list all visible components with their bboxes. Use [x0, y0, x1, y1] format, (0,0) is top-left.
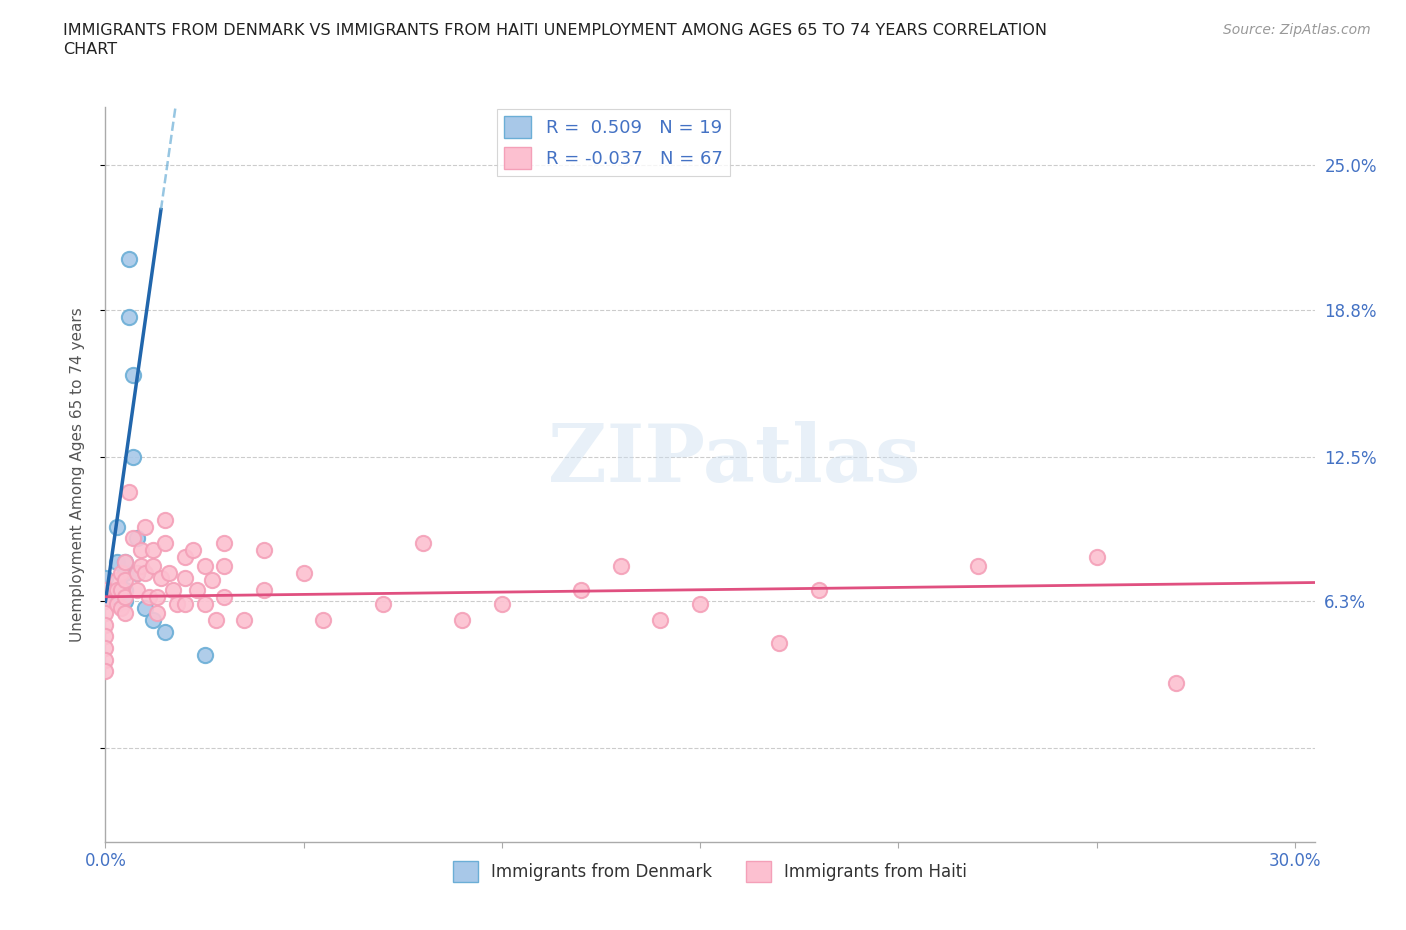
Point [114, 573, 136, 588]
Point [768, 636, 790, 651]
Point [214, 536, 236, 551]
Point [186, 582, 208, 597]
Text: Source: ZipAtlas.com: Source: ZipAtlas.com [1223, 23, 1371, 37]
Point [94, 594, 117, 609]
Point [689, 596, 711, 611]
Point [569, 582, 592, 597]
Point [1164, 675, 1187, 690]
Point [610, 559, 633, 574]
Point [118, 485, 141, 499]
Point [142, 559, 165, 574]
Point [491, 596, 513, 611]
Point [129, 559, 152, 574]
Point [94, 664, 117, 679]
Point [173, 596, 195, 611]
Point [94, 641, 117, 656]
Point [134, 601, 156, 616]
Point [142, 613, 165, 628]
Point [134, 566, 156, 581]
Point [142, 543, 165, 558]
Point [122, 531, 145, 546]
Point [110, 582, 132, 597]
Point [650, 613, 672, 628]
Point [153, 512, 176, 527]
Text: ZIPatlas: ZIPatlas [548, 420, 921, 498]
Point [201, 573, 224, 588]
Point [118, 310, 141, 325]
Point [127, 531, 149, 546]
Point [114, 566, 136, 581]
Point [173, 571, 195, 586]
Point [94, 629, 117, 644]
Point [312, 613, 335, 628]
Point [193, 559, 215, 574]
Point [94, 582, 117, 597]
Point [114, 582, 136, 597]
Point [114, 594, 136, 609]
Point [181, 543, 204, 558]
Point [253, 582, 276, 597]
Point [110, 566, 132, 581]
Point [105, 554, 128, 569]
Point [105, 590, 128, 604]
Text: IMMIGRANTS FROM DENMARK VS IMMIGRANTS FROM HAITI UNEMPLOYMENT AMONG AGES 65 TO 7: IMMIGRANTS FROM DENMARK VS IMMIGRANTS FR… [63, 23, 1047, 38]
Point [153, 624, 176, 639]
Point [149, 571, 172, 586]
Point [214, 590, 236, 604]
Point [94, 590, 117, 604]
Point [138, 590, 160, 604]
Point [412, 536, 434, 551]
Point [193, 647, 215, 662]
Point [94, 618, 117, 632]
Point [118, 251, 141, 266]
Point [233, 613, 256, 628]
Point [1085, 550, 1108, 565]
Point [127, 566, 149, 581]
Point [371, 596, 394, 611]
Point [292, 566, 315, 581]
Point [127, 566, 149, 581]
Point [105, 519, 128, 534]
Point [153, 536, 176, 551]
Point [105, 582, 128, 597]
Point [193, 596, 215, 611]
Point [114, 554, 136, 569]
Point [146, 605, 169, 620]
Point [166, 596, 188, 611]
Text: CHART: CHART [63, 42, 117, 57]
Point [451, 613, 474, 628]
Point [173, 550, 195, 565]
Point [110, 601, 132, 616]
Point [94, 571, 117, 586]
Point [105, 596, 128, 611]
Point [122, 367, 145, 382]
Point [127, 582, 149, 597]
Point [94, 605, 117, 620]
Point [205, 613, 228, 628]
Point [129, 543, 152, 558]
Point [134, 519, 156, 534]
Point [105, 573, 128, 588]
Point [114, 590, 136, 604]
Point [966, 559, 988, 574]
Point [808, 582, 831, 597]
Point [157, 566, 180, 581]
Point [122, 449, 145, 464]
Point [114, 605, 136, 620]
Point [114, 554, 136, 569]
Legend: Immigrants from Denmark, Immigrants from Haiti: Immigrants from Denmark, Immigrants from… [446, 855, 974, 888]
Point [253, 543, 276, 558]
Point [146, 590, 169, 604]
Y-axis label: Unemployment Among Ages 65 to 74 years: Unemployment Among Ages 65 to 74 years [70, 307, 84, 642]
Point [162, 582, 184, 597]
Point [214, 559, 236, 574]
Point [94, 652, 117, 667]
